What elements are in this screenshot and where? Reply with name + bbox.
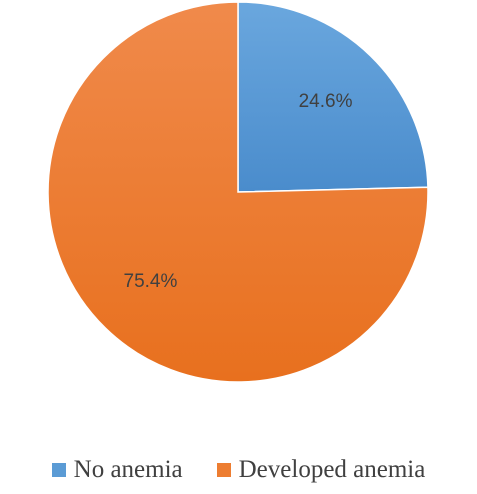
pie-data-labels: 24.6% 75.4% xyxy=(124,91,353,292)
pie-chart: 24.6% 75.4% xyxy=(47,1,429,383)
pie-slices xyxy=(47,1,429,383)
legend: No anemia Developed anemia xyxy=(0,452,477,488)
legend-swatch-developed-anemia xyxy=(216,463,231,477)
legend-label-developed-anemia: Developed anemia xyxy=(238,456,426,483)
pie-slice-developed-anemia xyxy=(47,1,429,383)
pie-slice-no-anemia xyxy=(237,1,429,193)
legend-swatch-no-anemia xyxy=(51,463,66,477)
data-label-no-anemia: 24.6% xyxy=(299,91,353,112)
legend-entry-developed-anemia: Developed anemia xyxy=(216,456,426,484)
legend-entry-no-anemia: No anemia xyxy=(51,456,183,484)
legend-label-no-anemia: No anemia xyxy=(73,456,183,483)
data-label-developed-anemia: 75.4% xyxy=(124,271,178,292)
